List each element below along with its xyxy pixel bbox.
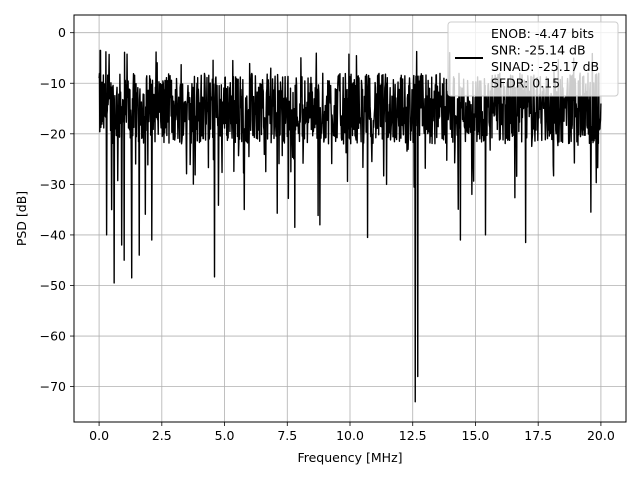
x-tick-label: 20.0 xyxy=(587,428,615,443)
x-tick-label: 17.5 xyxy=(524,428,552,443)
y-tick-label: −50 xyxy=(40,278,66,293)
y-tick-label: −20 xyxy=(40,126,66,141)
x-tick-label: 5.0 xyxy=(215,428,235,443)
y-axis-label: PSD [dB] xyxy=(14,191,29,246)
x-tick-label: 15.0 xyxy=(462,428,490,443)
x-axis-label: Frequency [MHz] xyxy=(297,450,402,465)
y-tick-label: −70 xyxy=(40,379,66,394)
x-tick-label: 0.0 xyxy=(89,428,109,443)
legend: ENOB: -4.47 bits SNR: -25.14 dB SINAD: -… xyxy=(447,21,619,97)
axis-ticks: 0.0 2.5 5.0 7.5 10.0 12.5 15.0 17.5 20.0 0 −10 −20 −… xyxy=(40,25,615,443)
y-tick-label: −10 xyxy=(40,76,66,91)
legend-sfdr: SFDR: 0.15 xyxy=(491,76,560,91)
legend-snr: SNR: -25.14 dB xyxy=(491,43,586,58)
x-tick-label: 10.0 xyxy=(336,428,364,443)
y-tick-label: −40 xyxy=(40,227,66,242)
legend-sinad: SINAD: -25.17 dB xyxy=(491,59,599,74)
y-tick-label: 0 xyxy=(58,25,66,40)
legend-box xyxy=(447,21,619,97)
x-tick-label: 12.5 xyxy=(399,428,427,443)
legend-enob: ENOB: -4.47 bits xyxy=(491,26,594,41)
x-tick-label: 7.5 xyxy=(277,428,297,443)
y-tick-label: −30 xyxy=(40,177,66,192)
y-tick-label: −60 xyxy=(40,329,66,344)
x-tick-label: 2.5 xyxy=(152,428,172,443)
